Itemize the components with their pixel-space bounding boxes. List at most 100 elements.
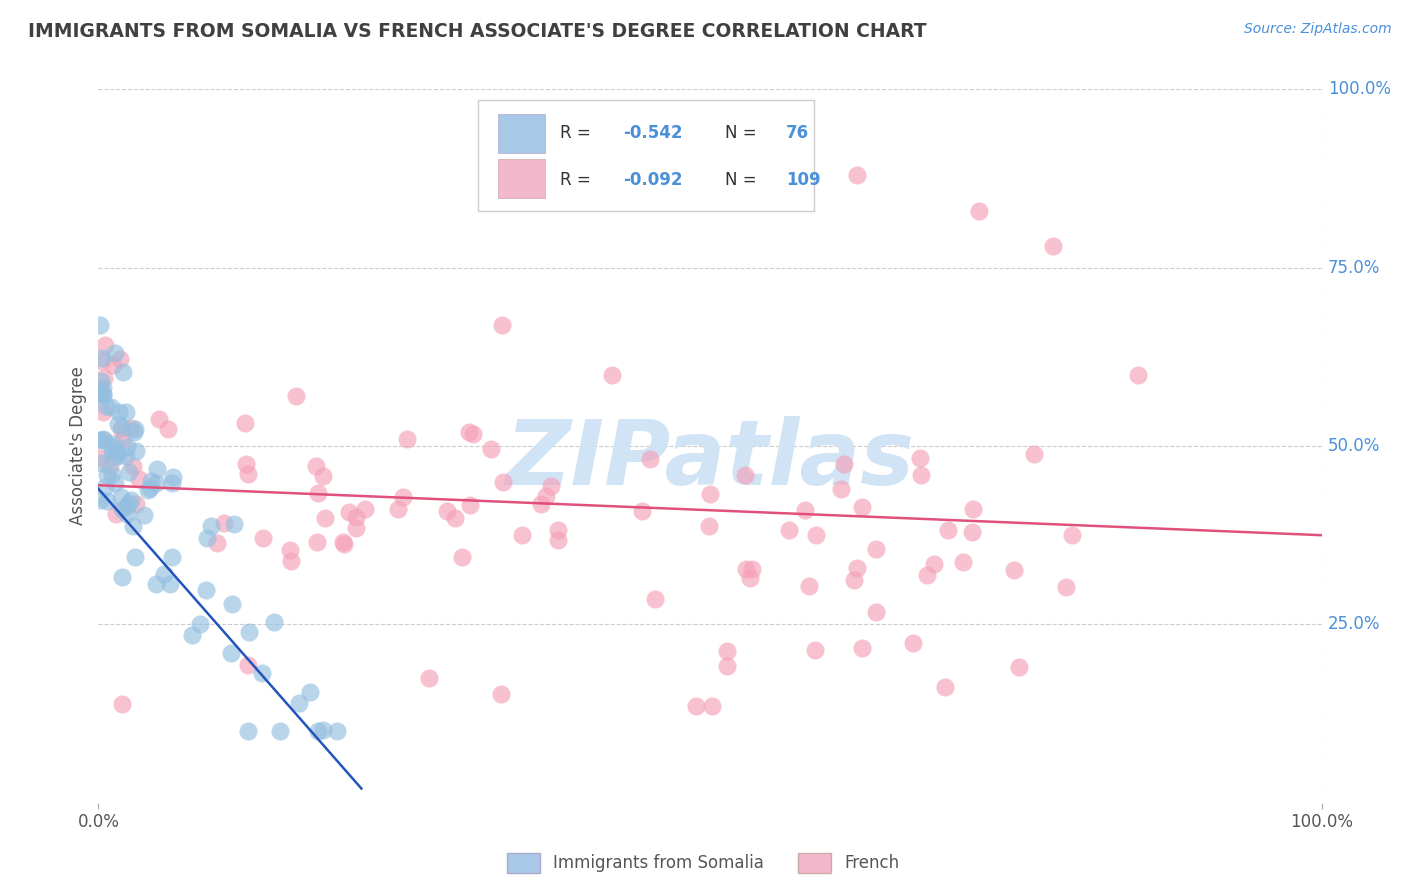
Point [922, 557, 945, 571]
Point [934, 680, 956, 694]
Point [917, 568, 939, 582]
Point [160, 476, 183, 491]
Text: 76: 76 [786, 125, 808, 143]
Text: 100.0%: 100.0% [1327, 80, 1391, 98]
Point [1128, 368, 1150, 382]
Point [120, 421, 142, 435]
Point [153, 567, 176, 582]
Point [145, 476, 167, 491]
Point [124, 421, 146, 435]
Point [793, 502, 815, 516]
Point [188, 616, 211, 631]
Point [326, 724, 349, 739]
Point [104, 345, 127, 359]
Point [115, 507, 138, 521]
Text: -0.542: -0.542 [623, 125, 683, 143]
Point [139, 482, 162, 496]
Point [803, 643, 825, 657]
Point [960, 524, 983, 539]
Point [94, 480, 117, 494]
Point [804, 527, 827, 541]
Point [337, 505, 360, 519]
Text: R =: R = [560, 125, 591, 143]
Point [716, 644, 738, 658]
Point [491, 687, 513, 701]
Point [145, 577, 167, 591]
Point [845, 168, 868, 182]
Point [103, 436, 125, 450]
Point [699, 487, 721, 501]
Point [395, 433, 418, 447]
Point [122, 425, 145, 439]
Point [132, 508, 155, 522]
Point [716, 659, 738, 673]
Point [200, 519, 222, 533]
Point [101, 358, 124, 372]
Point [344, 509, 367, 524]
Point [122, 518, 145, 533]
Point [252, 531, 274, 545]
Y-axis label: Associate's Degree: Associate's Degree [69, 367, 87, 525]
FancyBboxPatch shape [498, 114, 546, 153]
Point [233, 417, 256, 431]
Point [91, 387, 114, 401]
Point [238, 467, 260, 481]
Point [120, 492, 142, 507]
Text: 25.0%: 25.0% [1327, 615, 1381, 633]
Point [205, 535, 228, 549]
Point [111, 432, 134, 446]
Point [830, 482, 852, 496]
Point [547, 523, 569, 537]
Point [136, 483, 159, 497]
Point [967, 203, 990, 218]
Point [298, 685, 321, 699]
Point [235, 457, 257, 471]
Point [638, 452, 661, 467]
Point [101, 467, 124, 481]
Point [93, 371, 115, 385]
Point [332, 535, 354, 549]
Point [105, 446, 128, 460]
Point [96, 468, 118, 483]
Point [492, 475, 515, 490]
Point [103, 450, 125, 464]
Point [547, 533, 569, 547]
Point [630, 504, 652, 518]
Point [734, 562, 756, 576]
Point [111, 570, 134, 584]
Point [108, 405, 131, 419]
Point [111, 502, 134, 516]
Point [111, 420, 134, 434]
Point [124, 549, 146, 564]
Point [734, 468, 756, 483]
Point [128, 472, 150, 486]
Point [865, 541, 887, 556]
Point [387, 501, 409, 516]
Point [842, 573, 865, 587]
Point [314, 511, 336, 525]
Point [93, 405, 115, 419]
Point [91, 351, 114, 365]
Point [702, 699, 724, 714]
Text: N =: N = [724, 125, 756, 143]
Point [89, 451, 111, 466]
Point [1062, 528, 1084, 542]
Point [697, 518, 720, 533]
Point [221, 597, 243, 611]
Point [278, 543, 301, 558]
Point [89, 383, 111, 397]
Point [89, 318, 111, 332]
Point [479, 442, 502, 456]
Point [96, 493, 118, 508]
Point [962, 502, 984, 516]
Point [738, 571, 761, 585]
Point [1054, 580, 1077, 594]
Point [156, 421, 179, 435]
Point [93, 432, 115, 446]
Text: 109: 109 [786, 171, 821, 189]
Point [110, 490, 132, 504]
Point [91, 387, 114, 401]
Point [1042, 239, 1064, 253]
Point [333, 536, 356, 550]
Point [104, 475, 127, 490]
